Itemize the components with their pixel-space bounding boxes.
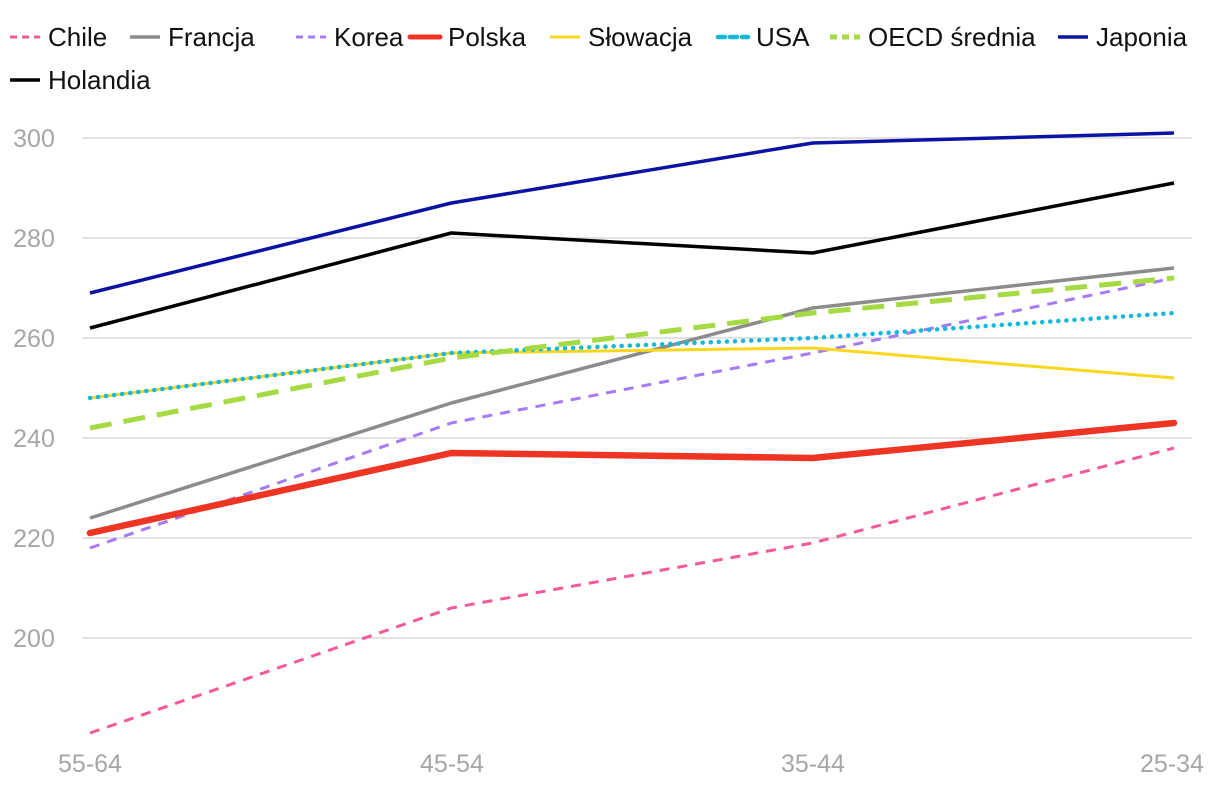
gridlines [82, 137, 1192, 639]
legend-label: Japonia [1096, 22, 1188, 52]
x-tick-label: 25-34 [1140, 750, 1204, 778]
legend-label: USA [756, 22, 810, 52]
series-line-francja [89, 266, 1175, 520]
legend-label: Korea [334, 22, 404, 52]
series-line-słowacja [89, 346, 1175, 400]
y-tick-label: 240 [13, 425, 55, 453]
legend-item[interactable]: Polska [407, 22, 527, 52]
x-tick-label: 35-44 [781, 750, 845, 778]
series-line-usa [87, 310, 1177, 401]
legend-label: Francja [168, 22, 255, 52]
series-line-oecd-średnia [89, 275, 1175, 431]
x-tick-label: 45-54 [420, 750, 484, 778]
y-tick-label: 260 [13, 325, 55, 353]
legend[interactable]: Chile Francja Korea Polska Słowacja USA OECD ś… [10, 22, 1188, 95]
legend-label: Słowacja [588, 22, 693, 52]
y-tick-label: 220 [13, 525, 55, 553]
x-tick-label: 55-64 [58, 750, 122, 778]
legend-item[interactable]: Holandia [10, 65, 151, 95]
x-axis-ticks: 55-64 45-54 35-44 25-34 [58, 750, 1204, 778]
legend-label: Holandia [48, 65, 151, 95]
y-tick-label: 300 [13, 125, 55, 153]
legend-item[interactable]: Korea [296, 22, 404, 52]
series-line-polska [86, 419, 1178, 537]
legend-item[interactable]: Francja [130, 22, 255, 52]
legend-label: OECD średnia [868, 22, 1036, 52]
y-axis-ticks: 200 220 240 260 280 300 [13, 125, 55, 653]
series-line-japonia [89, 131, 1175, 295]
series-line-chile [89, 446, 1175, 735]
legend-label: Polska [448, 22, 527, 52]
series-line-korea [89, 276, 1175, 550]
legend-item[interactable]: OECD średnia [830, 22, 1036, 52]
y-tick-label: 200 [13, 625, 55, 653]
legend-label: Chile [48, 22, 107, 52]
legend-item[interactable]: USA [715, 22, 810, 52]
legend-item[interactable]: Japonia [1058, 22, 1188, 52]
legend-item[interactable]: Chile [10, 22, 107, 52]
y-tick-label: 280 [13, 225, 55, 253]
series-line-holandia [89, 181, 1175, 330]
series-lines [86, 131, 1178, 735]
legend-item[interactable]: Słowacja [550, 22, 693, 52]
